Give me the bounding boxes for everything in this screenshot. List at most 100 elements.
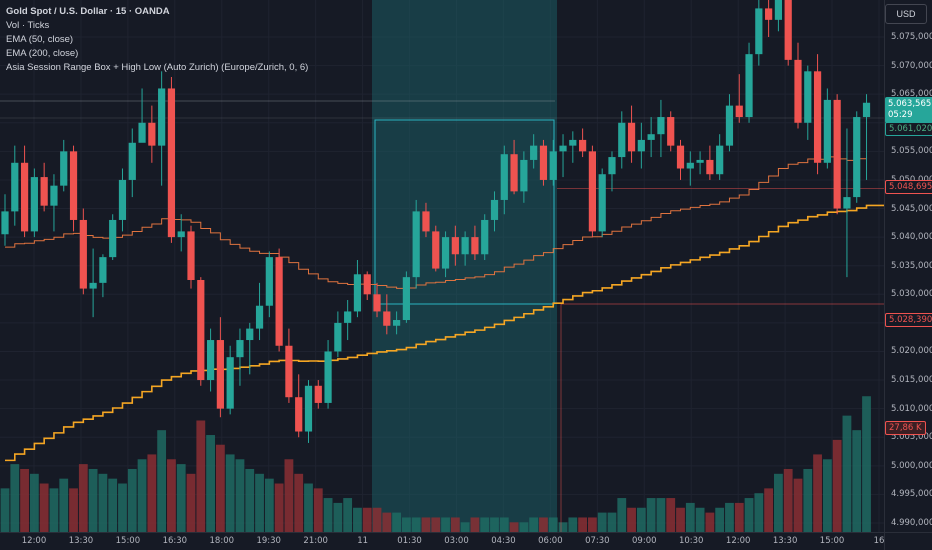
price-tick-label: 5.035,000 [891,260,932,271]
candle-body [30,177,38,232]
volume-bar [607,512,617,532]
volume-bar [793,478,803,532]
volume-bar [421,517,431,532]
currency-button[interactable]: USD [885,4,927,24]
price-tick-label: 5.045,000 [891,203,932,214]
candle-body [412,211,420,278]
volume-bar [49,488,59,532]
candle-body [285,345,293,398]
price-tick-label: 5.030,000 [891,289,932,300]
candle-body [657,117,665,135]
candle-body [627,122,636,152]
volume-bar [676,507,685,532]
volume-bar [245,468,255,532]
candle-body [226,357,234,409]
volume-bar [558,522,568,532]
asia-session-indicator-label[interactable]: Asia Session Range Box + High Low (Auto … [6,62,309,73]
candle-body [520,159,528,192]
volume-bar [803,468,813,532]
ema200-indicator-label[interactable]: EMA (200, close) [6,48,79,59]
time-tick-label: 15:00 [819,536,845,546]
candle-body [265,257,273,306]
candle-body [804,71,812,123]
time-tick-label: 04:30 [491,536,516,546]
candle-body [304,385,313,432]
candle-body [843,197,851,209]
candle-body [20,162,29,232]
volume-bar [822,459,832,532]
candle-body [559,145,567,152]
candle-body [569,139,577,146]
volume-bar [832,439,842,532]
candle-body [187,231,195,280]
candle-body [89,282,97,289]
ema50-line [5,156,868,289]
candle-body [50,185,58,206]
volume-bar [617,498,627,532]
ema200-line [5,204,884,462]
volume-bar [274,483,284,532]
candle-body [755,8,763,55]
volume-bar [519,522,529,532]
volume-bar [264,478,274,532]
volume-bar [127,468,137,532]
volume-bar [627,507,636,532]
price-tick-label: 5.065,000 [891,89,932,100]
candle-body [324,351,332,403]
volume-bar [157,430,167,532]
candle-body [823,99,831,163]
volume-bar [137,459,147,532]
candle-body [647,134,655,140]
candle-body [716,145,724,175]
volume-bar [450,517,460,532]
volume-bar [490,517,499,532]
volume-bar [225,454,235,532]
volume-bar [725,502,734,532]
volume-indicator-label[interactable]: Vol · Ticks [6,20,50,31]
volume-bar [529,517,539,532]
volume-bar [215,444,225,532]
candle-body [393,320,401,326]
candle-body [422,211,430,232]
time-tick-label: 07:30 [585,536,610,546]
candle-body [216,340,224,409]
candle-body [774,0,783,20]
candle-body [246,328,254,341]
candle-body [549,151,557,180]
ema50-indicator-label[interactable]: EMA (50, close) [6,34,74,45]
volume-bar [382,512,392,532]
volume-bar [39,483,49,532]
candle-body [637,139,645,152]
volume-bar [646,498,656,532]
time-tick-label: 13:30 [772,536,798,546]
candle-body [206,340,215,381]
candle-body [118,179,127,220]
volume-bar [176,464,186,532]
candle-body [618,122,626,158]
candle-body [481,219,489,255]
volume-bar [568,517,578,532]
volume-bar [98,473,108,532]
candle-body [745,54,753,118]
volume-bars [0,396,871,532]
symbol-title[interactable]: Gold Spot / U.S. Dollar · 15 · OANDA [6,6,170,17]
volume-bar [372,507,382,532]
volume-bar [764,488,774,532]
candle-body [451,237,459,255]
time-tick-label: 01:30 [397,536,422,546]
candle-body [735,105,743,118]
candle-body [99,257,107,283]
time-tick-label: 12:00 [725,536,751,546]
volume-bar [333,502,343,532]
candle-body [255,305,264,329]
candle-body [432,231,440,269]
volume-bar [0,488,10,532]
volume-bar [460,522,470,532]
candle-body [794,59,802,123]
price-tick-label: 5.015,000 [891,375,932,386]
volume-bar [431,517,441,532]
candle-body [363,274,371,295]
volume-bar [578,517,588,532]
